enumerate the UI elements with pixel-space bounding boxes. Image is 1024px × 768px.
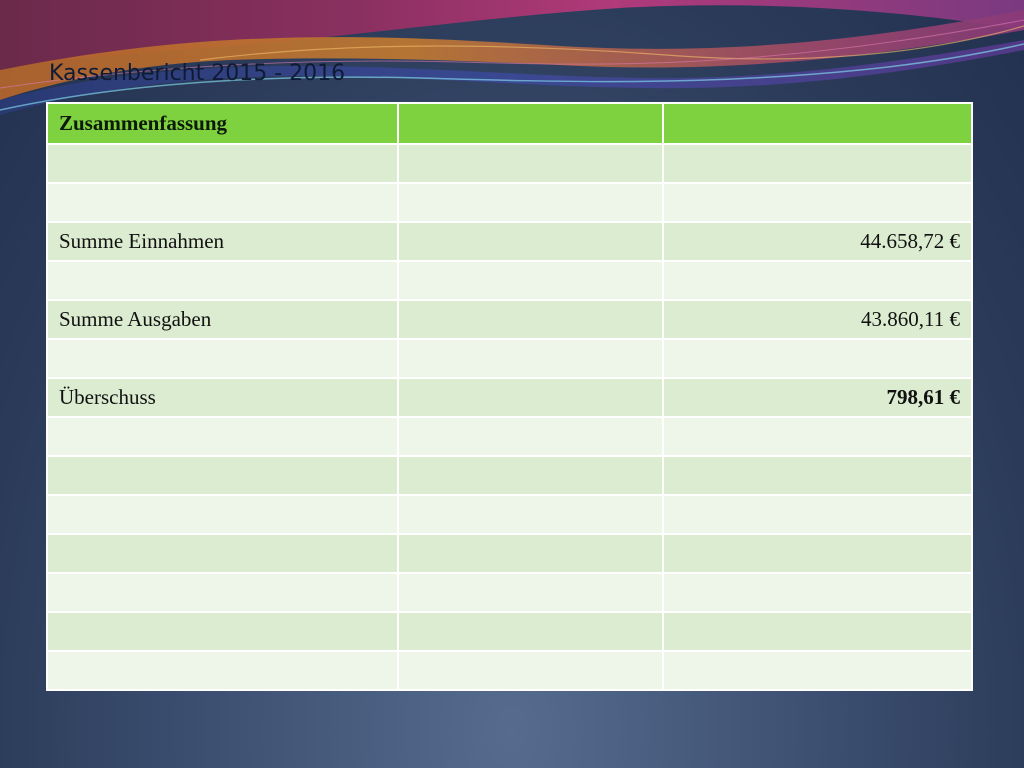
summary-table-container: Zusammenfassung Summe Einnahmen 44.658,72… xyxy=(46,102,973,691)
header-cell-label: Zusammenfassung xyxy=(46,102,399,145)
table-row: Summe Einnahmen 44.658,72 € xyxy=(46,221,973,262)
table-row xyxy=(46,611,973,652)
slide-title: Kassenbericht 2015 - 2016 xyxy=(49,61,346,86)
row-value-cell xyxy=(662,416,973,457)
table-row xyxy=(46,338,973,379)
table-row xyxy=(46,182,973,223)
row-label-cell xyxy=(46,494,399,535)
summary-table: Zusammenfassung Summe Einnahmen 44.658,72… xyxy=(46,102,973,691)
row-middle-cell xyxy=(397,377,664,418)
row-label-cell xyxy=(46,533,399,574)
row-middle-cell xyxy=(397,299,664,340)
table-row: Überschuss 798,61 € xyxy=(46,377,973,418)
row-value-cell xyxy=(662,338,973,379)
row-value-cell xyxy=(662,533,973,574)
row-label-cell xyxy=(46,338,399,379)
row-middle-cell xyxy=(397,533,664,574)
row-middle-cell xyxy=(397,182,664,223)
row-label-cell xyxy=(46,143,399,184)
row-middle-cell xyxy=(397,143,664,184)
row-middle-cell xyxy=(397,650,664,691)
row-label-cell xyxy=(46,260,399,301)
table-row xyxy=(46,455,973,496)
decorative-swoosh xyxy=(0,0,1024,115)
row-label-cell: Überschuss xyxy=(46,377,399,418)
header-cell-value xyxy=(662,102,973,145)
row-label-cell xyxy=(46,611,399,652)
row-value-cell: 798,61 € xyxy=(662,377,973,418)
row-value-cell xyxy=(662,494,973,535)
row-label-cell xyxy=(46,182,399,223)
row-middle-cell xyxy=(397,611,664,652)
row-value-cell xyxy=(662,650,973,691)
row-middle-cell xyxy=(397,221,664,262)
row-value-cell xyxy=(662,572,973,613)
row-middle-cell xyxy=(397,338,664,379)
row-label-cell: Summe Ausgaben xyxy=(46,299,399,340)
row-middle-cell xyxy=(397,494,664,535)
table-row xyxy=(46,494,973,535)
table-header-row: Zusammenfassung xyxy=(46,102,973,145)
row-label-cell xyxy=(46,650,399,691)
table-row xyxy=(46,260,973,301)
row-value-cell xyxy=(662,143,973,184)
row-label-cell xyxy=(46,416,399,457)
table-row xyxy=(46,533,973,574)
row-value-cell xyxy=(662,260,973,301)
row-value-cell: 43.860,11 € xyxy=(662,299,973,340)
row-middle-cell xyxy=(397,572,664,613)
row-value-cell xyxy=(662,182,973,223)
row-label-cell xyxy=(46,455,399,496)
row-value-cell xyxy=(662,611,973,652)
table-row xyxy=(46,572,973,613)
row-label-cell xyxy=(46,572,399,613)
row-value-cell xyxy=(662,455,973,496)
table-row xyxy=(46,416,973,457)
row-middle-cell xyxy=(397,455,664,496)
row-middle-cell xyxy=(397,260,664,301)
table-row xyxy=(46,650,973,691)
table-row: Summe Ausgaben 43.860,11 € xyxy=(46,299,973,340)
row-middle-cell xyxy=(397,416,664,457)
header-cell-middle xyxy=(397,102,664,145)
row-value-cell: 44.658,72 € xyxy=(662,221,973,262)
table-row xyxy=(46,143,973,184)
row-label-cell: Summe Einnahmen xyxy=(46,221,399,262)
